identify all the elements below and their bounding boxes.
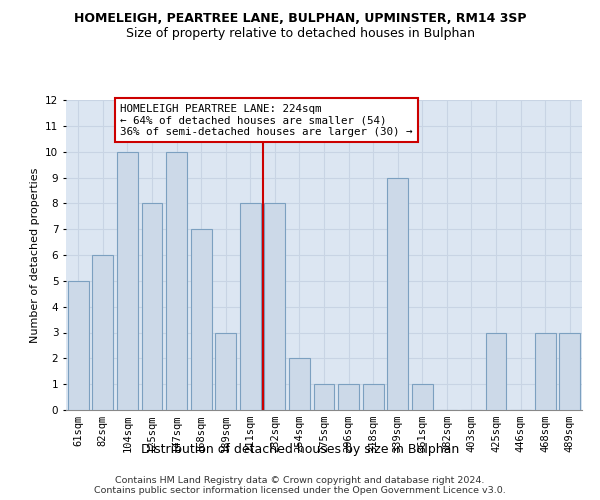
- Bar: [314, 384, 334, 410]
- Bar: [191, 229, 212, 410]
- Bar: [166, 152, 187, 410]
- Bar: [92, 255, 113, 410]
- Text: Contains HM Land Registry data © Crown copyright and database right 2024.
Contai: Contains HM Land Registry data © Crown c…: [94, 476, 506, 495]
- Bar: [362, 384, 383, 410]
- Y-axis label: Number of detached properties: Number of detached properties: [29, 168, 40, 342]
- Bar: [289, 358, 310, 410]
- Bar: [412, 384, 433, 410]
- Bar: [485, 332, 506, 410]
- Bar: [265, 204, 286, 410]
- Bar: [387, 178, 408, 410]
- Bar: [142, 204, 163, 410]
- Text: HOMELEIGH, PEARTREE LANE, BULPHAN, UPMINSTER, RM14 3SP: HOMELEIGH, PEARTREE LANE, BULPHAN, UPMIN…: [74, 12, 526, 26]
- Text: Size of property relative to detached houses in Bulphan: Size of property relative to detached ho…: [125, 28, 475, 40]
- Bar: [117, 152, 138, 410]
- Bar: [240, 204, 261, 410]
- Text: Distribution of detached houses by size in Bulphan: Distribution of detached houses by size …: [141, 442, 459, 456]
- Text: HOMELEIGH PEARTREE LANE: 224sqm
← 64% of detached houses are smaller (54)
36% of: HOMELEIGH PEARTREE LANE: 224sqm ← 64% of…: [120, 104, 413, 137]
- Bar: [215, 332, 236, 410]
- Bar: [338, 384, 359, 410]
- Bar: [559, 332, 580, 410]
- Bar: [68, 281, 89, 410]
- Bar: [535, 332, 556, 410]
